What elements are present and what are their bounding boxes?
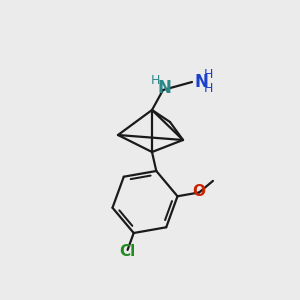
Text: N: N <box>194 73 208 91</box>
Text: H: H <box>203 68 213 80</box>
Text: O: O <box>193 184 206 199</box>
Text: Cl: Cl <box>119 244 136 260</box>
Text: H: H <box>203 82 213 94</box>
Text: H: H <box>150 74 160 88</box>
Text: N: N <box>157 79 171 97</box>
